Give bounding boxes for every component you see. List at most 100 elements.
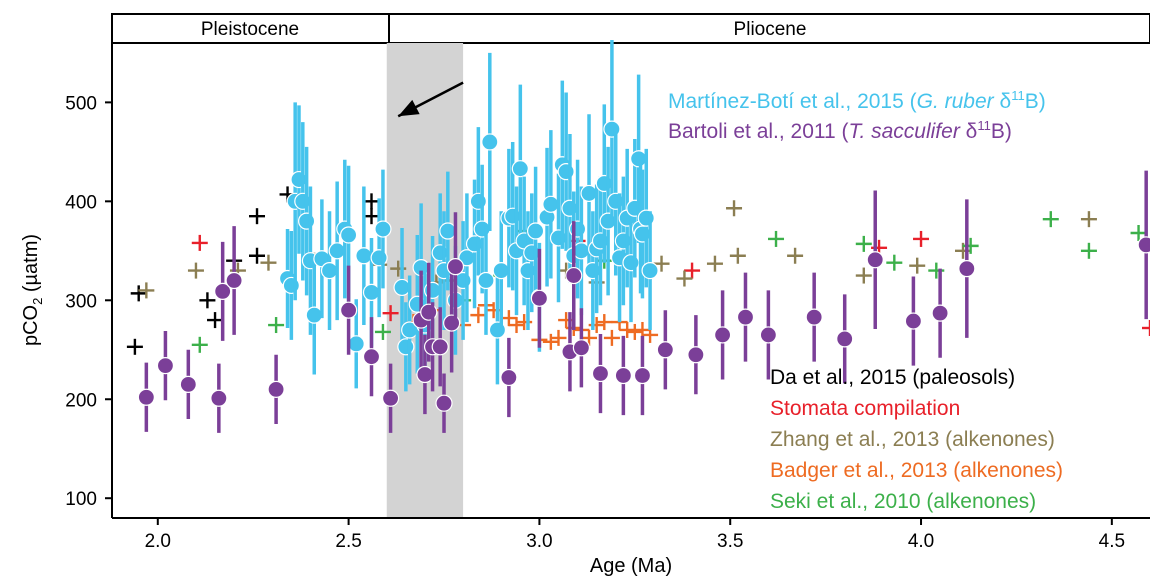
data-point-plus [729,247,746,264]
data-point-circle [340,265,358,355]
data-point-marker [641,262,659,280]
legend-entry-zhang: Zhang et al., 2013 (alkenones) [770,428,1055,451]
data-point-plus [260,254,277,271]
epoch-header: Pleistocene Pliocene [111,13,1150,44]
data-point-circle [549,173,568,303]
legend-bartoli-delta: δ [960,120,978,143]
data-point-circle [381,363,400,433]
data-point-circle [538,147,556,287]
data-point-plus [199,292,216,309]
data-point-circle [412,270,430,370]
data-point-marker [305,306,323,324]
data-point-marker [603,120,621,138]
data-point-circle [305,255,323,375]
data-point-marker [759,326,777,344]
data-point-plus [626,323,643,340]
legend-entry-seki: Seki et al., 2010 (alkenones) [770,490,1036,513]
data-point-circle [313,199,331,319]
data-point-marker [156,357,175,375]
arrow-annotation-group [397,81,464,118]
data-point-marker [904,312,922,330]
data-point-circle [458,193,476,323]
data-point-plus [249,208,266,225]
data-point-circle [328,181,346,321]
epoch-label-pleistocene: Pleistocene [201,19,299,40]
data-point-marker [572,242,590,260]
data-point-marker [355,247,373,265]
data-point-circle [958,199,976,338]
data-point-marker [328,242,346,260]
data-point-plus [913,230,930,247]
y-axis-title-main: pCO [20,305,42,346]
data-point-circle [225,226,243,335]
data-point-plus [363,208,380,225]
data-point-marker [511,160,529,178]
data-point-marker [340,226,358,244]
y-tick-label: 400 [65,192,97,213]
axes-group [105,43,1150,525]
data-point-marker [416,365,434,384]
series-zhang [138,200,1097,299]
data-point-marker [431,244,449,262]
data-point-plus [909,257,926,274]
data-point-marker [500,368,518,387]
legend-bartoli-end: B) [991,120,1012,143]
data-point-marker [565,266,583,285]
data-point-marker [362,283,381,301]
data-point-marker [320,262,339,280]
data-point-plus [855,267,872,284]
data-point-circle [736,272,755,362]
data-point-circle [488,275,507,385]
data-point-marker [492,262,510,280]
data-point-plus [581,329,598,346]
data-point-circle [320,211,339,330]
data-point-marker [477,271,495,290]
data-point-plus [249,247,266,264]
data-point-marker [530,289,549,307]
x-tick-label: 4.0 [908,531,934,552]
data-point-circle [511,84,529,253]
data-point-circle [374,169,392,289]
data-point-marker [431,338,449,356]
data-point-plus [500,310,517,327]
series-seki [191,211,1147,353]
x-tick-label: 2.0 [145,531,171,552]
data-point-plus [126,338,143,355]
data-point-marker [595,174,613,193]
data-point-marker [137,388,155,406]
data-point-circle [687,315,705,395]
data-point-marker [622,254,640,272]
data-point-circle [904,276,922,366]
data-point-marker [591,232,610,250]
legend-bartoli-italic: T. sacculifer [849,120,961,143]
series-da [126,186,380,355]
legend-bartoli-sup: 11 [977,118,991,133]
data-point-circle [179,349,197,420]
data-point-marker [290,170,308,189]
data-point-marker [805,308,823,326]
data-point-marker [347,335,365,353]
data-point-marker [298,212,316,230]
data-point-marker [370,249,388,267]
data-point-marker [267,380,285,398]
data-point-marker [435,394,453,412]
data-point-marker [580,184,598,203]
data-point-plus [653,255,670,272]
data-point-marker [687,346,705,364]
series-group [126,40,1150,433]
data-point-plus [542,333,559,350]
data-point-circle [641,211,659,330]
data-point-plus [138,282,155,299]
data-point-marker [637,209,655,227]
data-point-circle [565,221,583,330]
data-point-circle [401,275,419,385]
data-point-marker [836,330,854,348]
data-point-plus [191,336,208,353]
data-point-circle [435,373,453,433]
data-point-plus [268,317,285,334]
data-point-marker [526,222,545,240]
data-point-marker [294,192,312,210]
data-point-plus [928,262,945,279]
data-point-marker [656,341,674,359]
